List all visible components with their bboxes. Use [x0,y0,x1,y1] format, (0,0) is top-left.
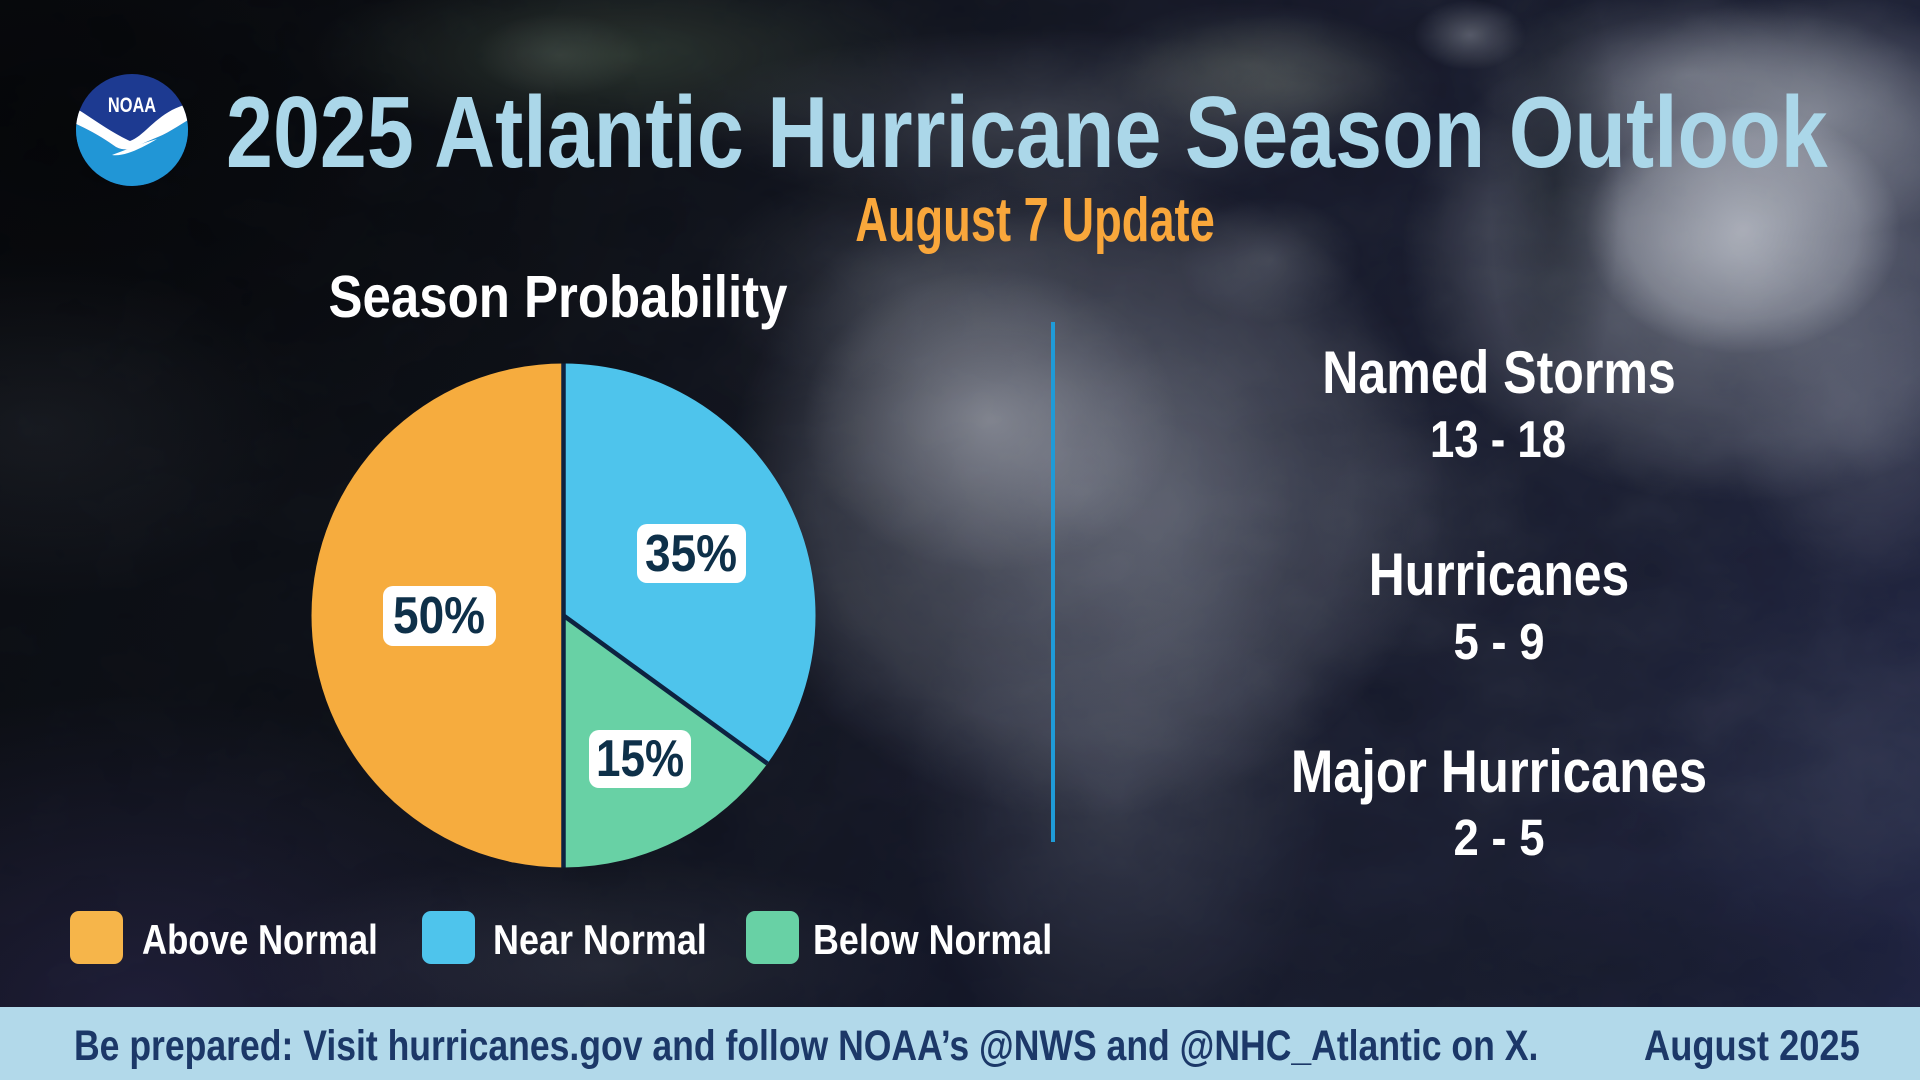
svg-text:NOAA: NOAA [108,93,157,116]
